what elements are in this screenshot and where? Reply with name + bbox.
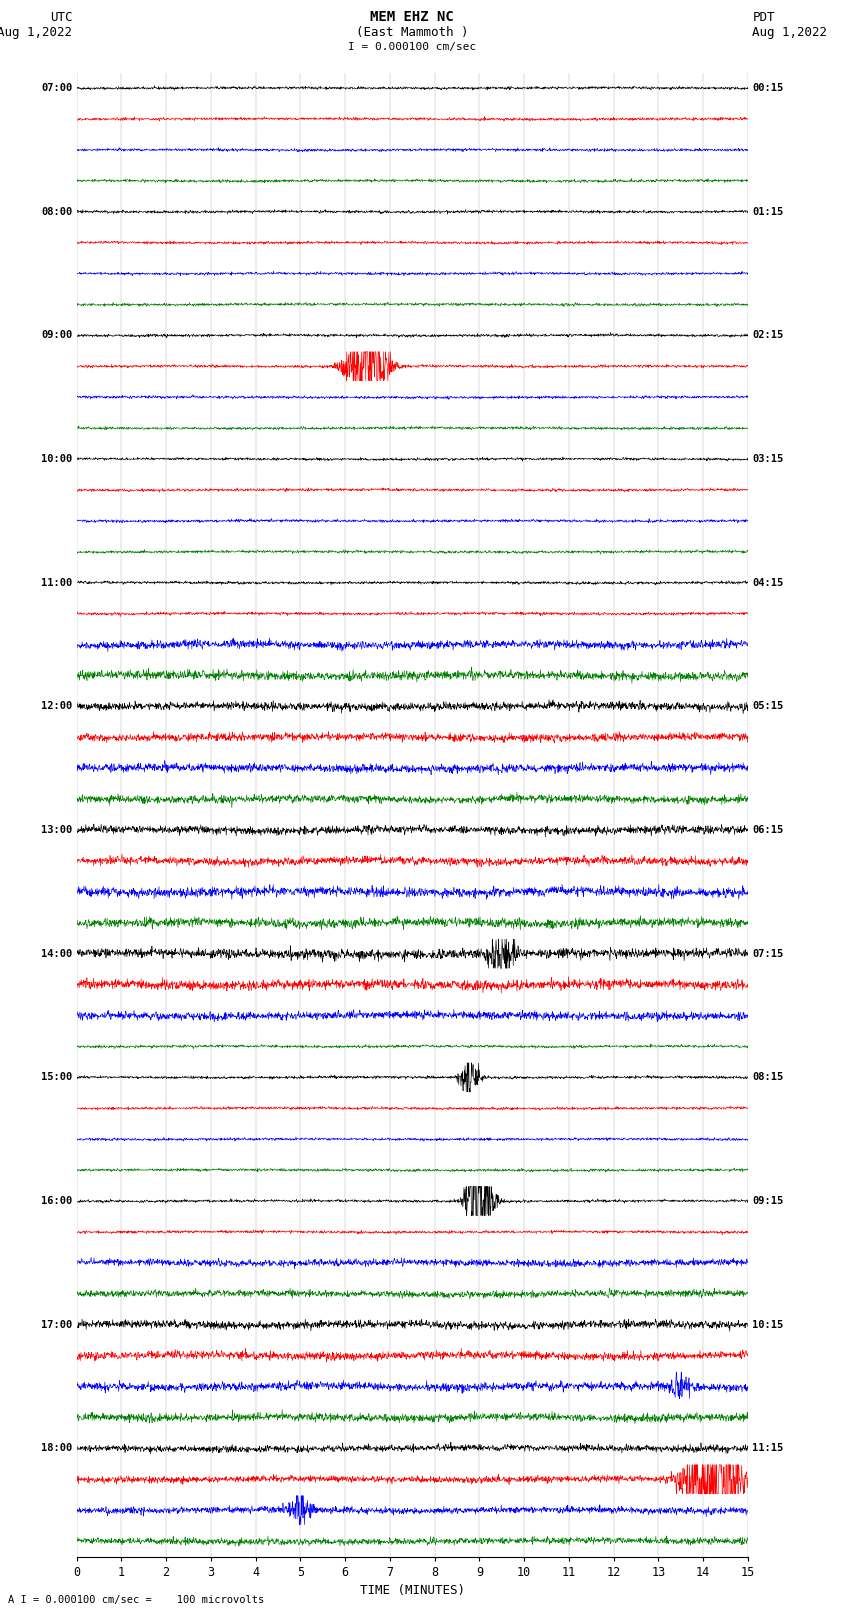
Text: 06:15: 06:15 xyxy=(752,824,784,836)
Text: 18:00: 18:00 xyxy=(41,1444,72,1453)
Text: 15:00: 15:00 xyxy=(41,1073,72,1082)
Text: 17:00: 17:00 xyxy=(41,1319,72,1329)
Text: 09:15: 09:15 xyxy=(752,1195,784,1207)
Text: (East Mammoth ): (East Mammoth ) xyxy=(356,26,468,39)
X-axis label: TIME (MINUTES): TIME (MINUTES) xyxy=(360,1584,465,1597)
Text: 11:00: 11:00 xyxy=(41,577,72,587)
Text: 10:00: 10:00 xyxy=(41,453,72,465)
Text: 07:00: 07:00 xyxy=(41,82,72,94)
Text: 05:15: 05:15 xyxy=(752,702,784,711)
Text: 10:15: 10:15 xyxy=(752,1319,784,1329)
Text: 02:15: 02:15 xyxy=(752,331,784,340)
Text: 07:15: 07:15 xyxy=(752,948,784,958)
Text: Aug 1,2022: Aug 1,2022 xyxy=(0,26,72,39)
Text: 01:15: 01:15 xyxy=(752,206,784,216)
Text: 04:15: 04:15 xyxy=(752,577,784,587)
Text: 09:00: 09:00 xyxy=(41,331,72,340)
Text: PDT: PDT xyxy=(752,11,774,24)
Text: 00:15: 00:15 xyxy=(752,82,784,94)
Text: 03:15: 03:15 xyxy=(752,453,784,465)
Text: 14:00: 14:00 xyxy=(41,948,72,958)
Text: 08:00: 08:00 xyxy=(41,206,72,216)
Text: A I = 0.000100 cm/sec =    100 microvolts: A I = 0.000100 cm/sec = 100 microvolts xyxy=(8,1595,264,1605)
Text: 08:15: 08:15 xyxy=(752,1073,784,1082)
Text: I = 0.000100 cm/sec: I = 0.000100 cm/sec xyxy=(348,42,476,52)
Text: 11:15: 11:15 xyxy=(752,1444,784,1453)
Text: MEM EHZ NC: MEM EHZ NC xyxy=(371,10,454,24)
Text: UTC: UTC xyxy=(50,11,72,24)
Text: Aug 1,2022: Aug 1,2022 xyxy=(752,26,827,39)
Text: 12:00: 12:00 xyxy=(41,702,72,711)
Text: 13:00: 13:00 xyxy=(41,824,72,836)
Text: 16:00: 16:00 xyxy=(41,1195,72,1207)
